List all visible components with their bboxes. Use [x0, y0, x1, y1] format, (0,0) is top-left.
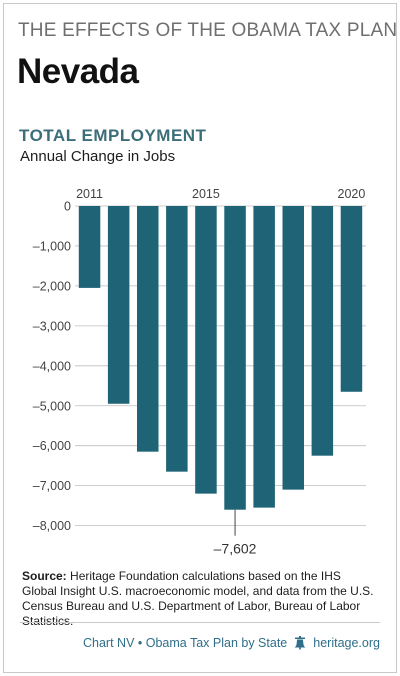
bar	[282, 206, 304, 490]
y-tick-label: –2,000	[33, 279, 71, 293]
y-tick-label: 0	[64, 200, 71, 214]
liberty-bell-icon	[294, 636, 306, 650]
footer-site[interactable]: heritage.org	[313, 636, 380, 650]
bar	[166, 206, 188, 472]
y-tick-label: –5,000	[33, 399, 71, 413]
footer: Chart NV • Obama Tax Plan by State herit…	[83, 636, 380, 650]
bar	[107, 206, 130, 404]
y-tick-label: –1,000	[33, 239, 71, 253]
chart-title: TOTAL EMPLOYMENT	[19, 126, 207, 145]
y-tick-label: –6,000	[33, 439, 71, 453]
x-tick-label: 2020	[338, 187, 366, 201]
annotation-label: –7,602	[214, 541, 257, 557]
chart-subtitle: Annual Change in Jobs	[20, 148, 176, 165]
bar	[340, 206, 363, 392]
y-tick-label: –8,000	[33, 519, 71, 533]
bar	[311, 206, 334, 456]
bar	[78, 206, 101, 288]
bar	[253, 206, 275, 508]
source-note: Source: Heritage Foundation calculations…	[22, 569, 378, 629]
footer-chart-label: Chart NV • Obama Tax Plan by State	[83, 636, 288, 650]
y-tick-label: –3,000	[33, 319, 71, 333]
state-title: Nevada	[17, 52, 139, 91]
x-tick-label: 2015	[192, 187, 220, 201]
x-tick-label: 2011	[76, 187, 103, 201]
source-text: Heritage Foundation calculations based o…	[22, 569, 374, 628]
bar	[137, 206, 159, 452]
y-tick-label: –7,000	[33, 479, 71, 493]
source-label: Source:	[22, 569, 67, 583]
bar	[224, 206, 246, 510]
bar	[195, 206, 217, 494]
footer-divider	[20, 622, 380, 623]
y-tick-label: –4,000	[33, 359, 71, 373]
supertitle: THE EFFECTS OF THE OBAMA TAX PLAN	[18, 20, 398, 41]
